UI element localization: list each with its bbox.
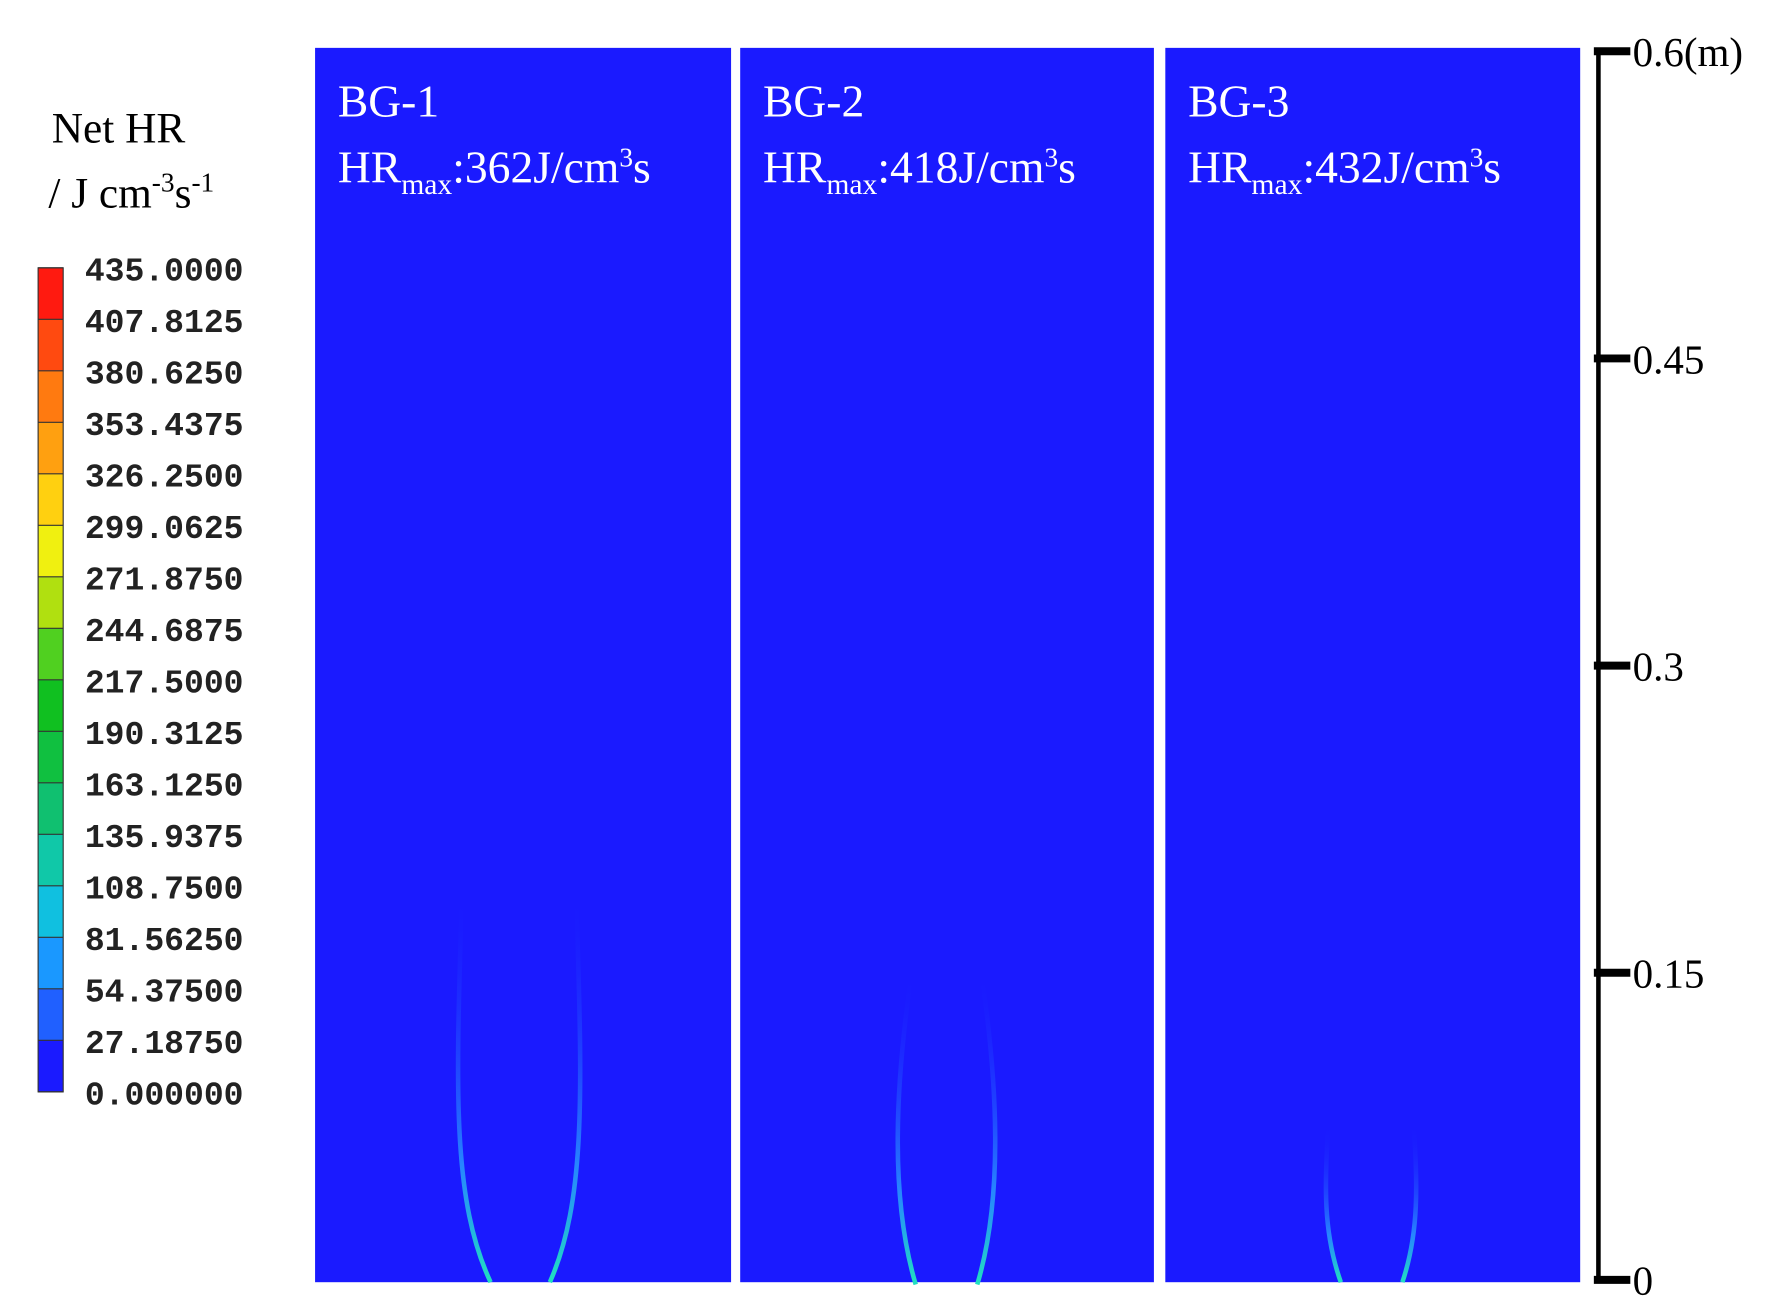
colorbar-label: 217.5000 [85,664,244,702]
colorbar-unit: / J cm-3s-1 [48,167,214,217]
colorbar-label: 380.6250 [85,355,244,393]
panel-hrmax: HRmax:362J/cm3s [338,141,651,200]
colorbar-label: 0.000000 [85,1076,244,1114]
hrmax-part: s [633,141,651,192]
unit-sup: -3 [152,167,175,197]
flame-contour [1323,1122,1419,1283]
flame-contour [895,968,998,1286]
hrmax-part: max [401,169,452,201]
flame-contour [455,888,583,1284]
y-tick-label: 0.15 [1633,951,1705,997]
panel-title: BG-1 [338,75,439,126]
colorbar-band [38,319,64,372]
colorbar-label: 299.0625 [85,510,244,548]
colorbar-band [38,834,64,887]
panel-title: BG-3 [1188,75,1289,126]
hrmax-part: :418J/cm [877,141,1044,192]
colorbar-title: Net HR [52,104,186,152]
colorbar-band [38,267,64,320]
hrmax-part: 3 [1470,142,1484,172]
unit-sup: -1 [191,167,214,197]
colorbar-band [38,473,64,526]
colorbar-label: 353.4375 [85,407,244,445]
hrmax-part: max [1251,169,1302,201]
hrmax-part: HR [1188,141,1252,192]
colorbar-band [38,422,64,475]
unit-text: / J cm [48,169,151,217]
hrmax-part: 3 [619,142,633,172]
colorbar-label: 326.2500 [85,458,244,496]
hrmax-part: HR [338,141,402,192]
colorbar-band [38,782,64,835]
hrmax-part: s [1483,141,1501,192]
colorbar-label: 135.9375 [85,819,244,857]
colorbar-band [38,576,64,629]
y-tick-label: 0.45 [1633,336,1705,382]
hrmax-part: :432J/cm [1302,141,1469,192]
colorbar-band [38,370,64,423]
colorbar-label: 163.1250 [85,767,244,805]
colorbar-band [38,937,64,990]
colorbar-label: 244.6875 [85,613,244,651]
panel-hrmax: HRmax:432J/cm3s [1188,141,1501,200]
colorbar-label: 407.8125 [85,304,244,342]
colorbar-label: 54.37500 [85,973,244,1011]
y-tick-label: 0.6(m) [1633,29,1744,75]
colorbar-label: 27.18750 [85,1025,244,1063]
y-tick-label: 0 [1633,1258,1654,1304]
panel-title: BG-2 [763,75,864,126]
colorbar-label: 108.7500 [85,870,244,908]
hrmax-part: max [826,169,877,201]
colorbar-band [38,525,64,578]
colorbar-band [38,988,64,1041]
hrmax-part: :362J/cm [452,141,619,192]
colorbar-band [38,628,64,681]
contour-panel [1165,47,1581,1283]
hrmax-part: s [1058,141,1076,192]
hrmax-part: 3 [1044,142,1058,172]
colorbar-label: 190.3125 [85,716,244,754]
colorbar-label: 271.8750 [85,561,244,599]
colorbar-label: 81.56250 [85,922,244,960]
contour-panel [740,47,1154,1283]
colorbar-label: 435.0000 [85,252,244,290]
contour-panel [315,47,732,1283]
y-tick-label: 0.3 [1633,643,1684,689]
colorbar-band [38,885,64,938]
colorbar-band [38,679,64,732]
colorbar-band [38,1040,64,1093]
colorbar-band [38,731,64,784]
panel-hrmax: HRmax:418J/cm3s [763,141,1076,200]
hrmax-part: HR [763,141,827,192]
unit-text: s [175,169,192,217]
